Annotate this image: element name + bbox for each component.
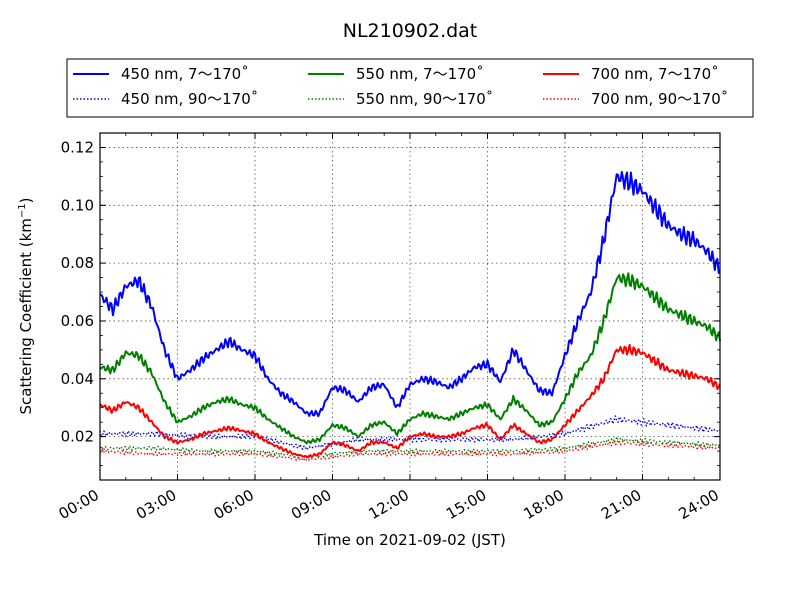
legend-label: 700 nm, 7～170˚ [591,65,719,83]
x-tick-label: 12:00 [366,486,412,523]
legend: 450 nm, 7～170˚ 450 nm, 90～170˚ 550 nm, 7～1… [66,58,754,118]
legend-label: 450 nm, 7～170˚ [121,65,249,83]
x-tick-label: 24:00 [676,486,722,523]
x-tick-label: 09:00 [288,486,334,523]
legend-label: 700 nm, 90～170˚ [591,90,728,108]
y-axis-label-sup: −1 [17,203,28,218]
x-tick-label: 15:00 [443,486,489,523]
x-axis-label: Time on 2021-09-02 (JST) [313,531,506,549]
legend-frame [66,58,754,118]
series-line [99,171,721,418]
y-tick-label: 0.04 [61,370,94,388]
y-tick-label: 0.02 [61,428,94,446]
chart-title: NL210902.dat [343,20,478,42]
y-tick-label: 0.10 [61,196,94,214]
x-tick-label: 03:00 [133,486,179,523]
x-tick-label: 06:00 [211,486,257,523]
legend-label: 550 nm, 7～170˚ [356,65,484,83]
y-axis-label-main: Scattering Coefficient (km [17,218,35,414]
series-line [99,343,721,459]
legend-label: 550 nm, 90～170˚ [356,90,493,108]
legend-entries: 450 nm, 7～170˚ 450 nm, 90～170˚ 550 nm, 7～1… [73,65,728,108]
series-line [99,436,721,459]
x-tick-label: 21:00 [598,486,644,523]
y-axis-label-end: ) [17,197,35,203]
y-tick-label: 0.08 [61,254,94,272]
y-tick-label: 0.12 [61,138,94,156]
x-tick-label: 00:00 [56,486,102,523]
y-axis-label: Scattering Coefficient (km−1) [17,197,35,414]
series-line [99,272,721,445]
plot-series-group [99,171,721,462]
axis-ticks: 00:00 03:00 06:00 09:00 12:00 15:00 18:00 21:00… [56,133,722,523]
y-tick-label: 0.06 [61,312,94,330]
legend-label: 450 nm, 90～170˚ [121,90,258,108]
x-tick-label: 18:00 [521,486,567,523]
